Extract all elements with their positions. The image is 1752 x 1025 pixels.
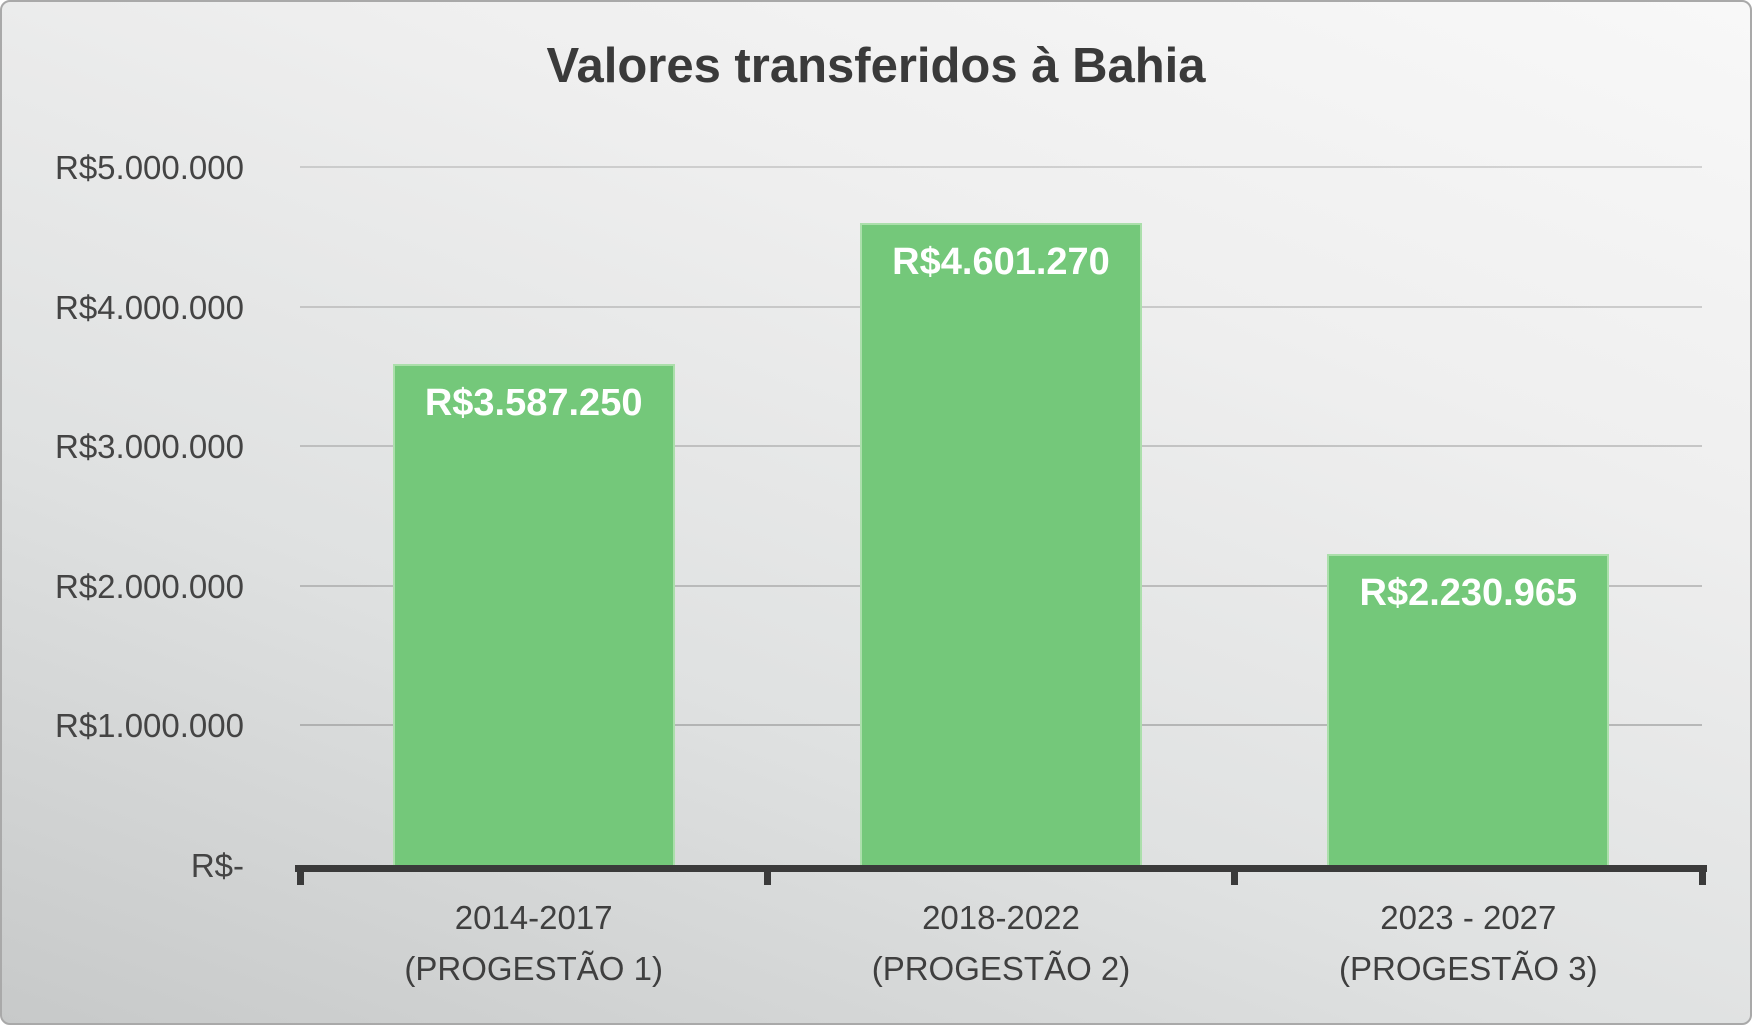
x-axis-tick: [1698, 871, 1706, 885]
y-axis-tick-label: R$1.000.000: [55, 707, 244, 745]
x-axis-category-label: 2014-2017 (PROGESTÃO 1): [404, 899, 663, 987]
chart-title: Valores transferidos à Bahia: [546, 39, 1206, 93]
y-axis-tick-label: R$5.000.000: [55, 149, 244, 186]
x-axis-tick: [763, 871, 771, 885]
bar-value-label: R$2.230.965: [1359, 571, 1578, 614]
gridline: [300, 166, 1702, 168]
bar: R$4.601.270: [860, 222, 1142, 865]
y-axis-tick-label: R$4.000.000: [55, 288, 244, 326]
x-axis-category-label: 2018-2022 (PROGESTÃO 2): [871, 899, 1131, 987]
bar: R$2.230.965: [1327, 553, 1610, 865]
x-axis-category-label: 2023 - 2027 (PROGESTÃO 3): [1339, 899, 1598, 987]
y-axis-tick-label: R$3.000.000: [55, 428, 244, 466]
y-axis-tick-label: R$-: [190, 847, 244, 884]
x-axis-line: [295, 865, 1707, 872]
plot-area: R$3.587.250 R$4.601.270 R$2.230.965: [295, 166, 1707, 885]
bar-value-label: R$3.587.250: [424, 382, 643, 425]
x-axis-tick: [296, 871, 304, 885]
bar-value-label: R$4.601.270: [892, 240, 1110, 283]
bar: R$3.587.250: [392, 364, 675, 865]
y-axis-tick-label: R$2.000.000: [55, 567, 244, 605]
x-axis-tick: [1231, 871, 1239, 885]
